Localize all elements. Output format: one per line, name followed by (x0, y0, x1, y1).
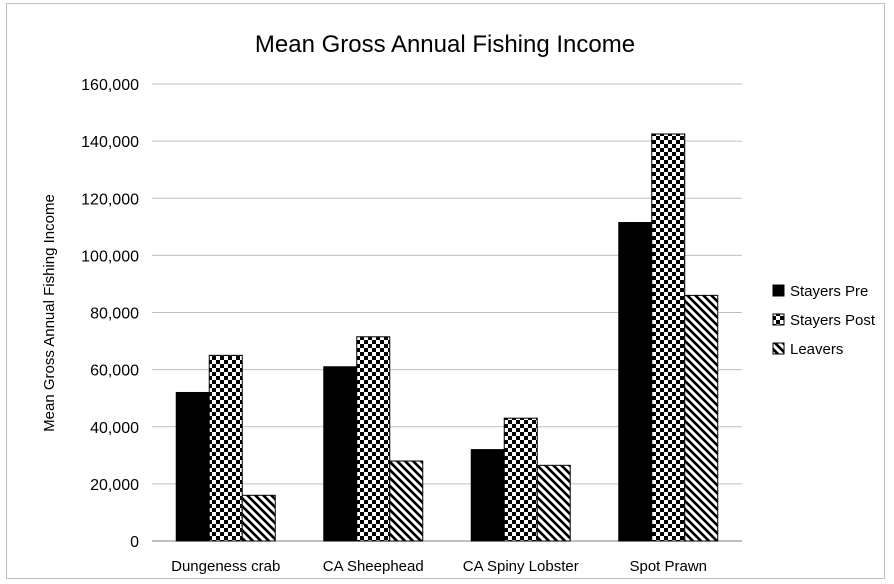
chart-title: Mean Gross Annual Fishing Income (255, 31, 635, 58)
y-tick-label: 0 (130, 534, 139, 551)
bar (536, 464, 571, 542)
bars (175, 133, 719, 542)
bar (323, 366, 358, 542)
legend-swatch (772, 313, 785, 326)
y-tick-label: 160,000 (81, 77, 139, 94)
x-tick-label: CA Spiny Lobster (463, 558, 579, 575)
bar (356, 336, 391, 542)
bar (175, 391, 210, 542)
bar (208, 354, 243, 542)
y-tick-label: 100,000 (81, 248, 139, 265)
y-tick-label: 140,000 (81, 134, 139, 151)
bar (470, 449, 505, 542)
y-axis-ticks: 0 20,000 40,000 60,000 80,000 100,000 120,000 1… (81, 77, 139, 551)
bar (618, 222, 653, 542)
x-tick-label: CA Sheephead (323, 558, 424, 575)
y-tick-label: 80,000 (90, 306, 139, 323)
bar (389, 460, 424, 542)
y-tick-label: 60,000 (90, 363, 139, 380)
legend-label: Leavers (790, 341, 843, 358)
y-tick-label: 120,000 (81, 191, 139, 208)
y-tick-label: 40,000 (90, 420, 139, 437)
bar (684, 294, 719, 542)
bar (651, 133, 686, 542)
legend-label: Stayers Pre (790, 283, 868, 300)
legend-swatch (772, 284, 785, 297)
y-tick-label: 20,000 (90, 477, 139, 494)
legend-label: Stayers Post (790, 312, 876, 329)
y-axis-label: Mean Gross Annual Fishing Income (41, 194, 58, 432)
chart-frame (6, 3, 885, 579)
legend-swatch (772, 342, 785, 355)
x-tick-label: Dungeness crab (171, 558, 280, 575)
x-axis-ticks: Dungeness crab CA Sheephead CA Spiny Lobst… (171, 558, 707, 575)
x-tick-label: Spot Prawn (629, 558, 707, 575)
bar (503, 417, 538, 542)
legend: Stayers Pre Stayers Post Leavers (772, 283, 876, 358)
bar (241, 494, 276, 542)
